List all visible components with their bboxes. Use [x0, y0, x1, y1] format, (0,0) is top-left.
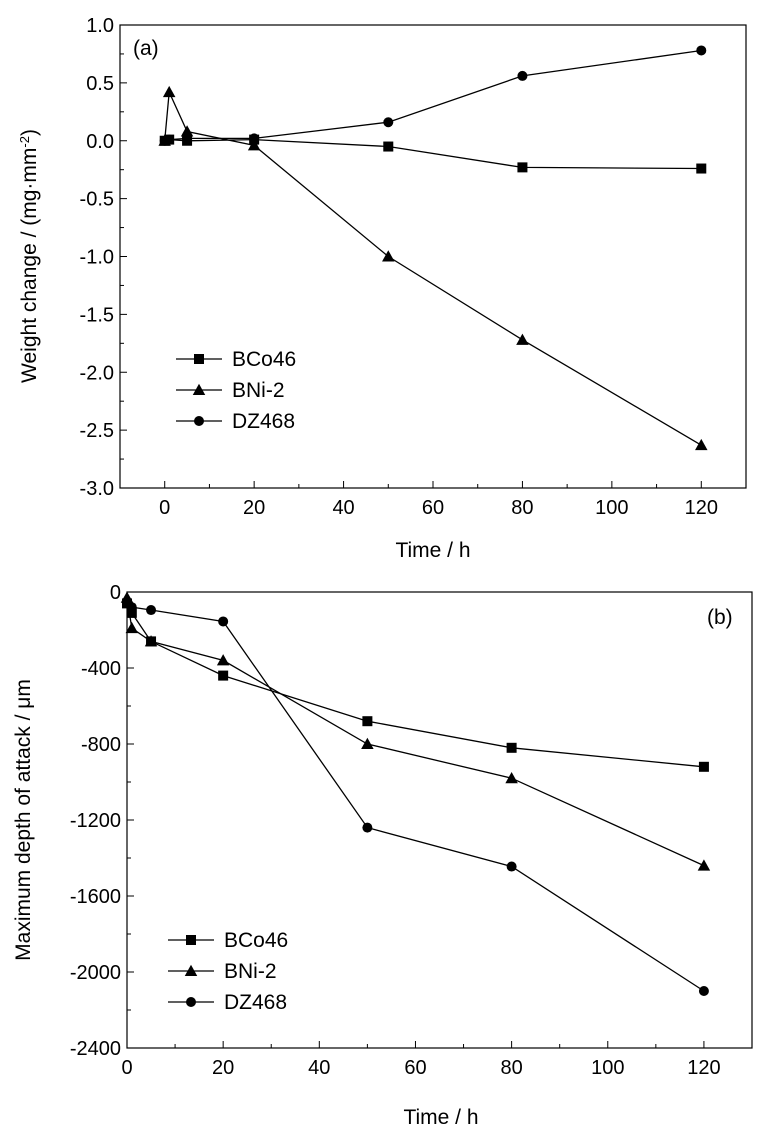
data-point-a-dz468-3 [249, 133, 260, 144]
data-point-a-bni-2-6 [695, 438, 708, 451]
y-tick-label-b-3: -1200 [70, 810, 121, 832]
x-tick-label-b-5: 100 [591, 1057, 624, 1079]
legend-label-b-bni-2: BNi-2 [224, 960, 277, 983]
y-tick-label-b-4: -1600 [70, 886, 121, 908]
chart-b: 0 20 40 60 80 100 120 0 -400 -800 -1200 -1600 -2000 -… [12, 582, 753, 1129]
data-point-a-bco46-6 [696, 163, 707, 174]
y-tick-label-b-6: -2400 [70, 1038, 121, 1060]
legend-b: BCo46 BNi-2 DZ468 [168, 929, 288, 1014]
data-point-a-dz468-2 [182, 133, 193, 144]
y-tick-label-b-5: -2000 [70, 962, 121, 984]
x-tick-label-b-2: 40 [308, 1057, 330, 1079]
series-line-b-bco46 [126, 603, 704, 768]
y-tick-label-a-3: -0.5 [80, 189, 114, 211]
legend-label-b-dz468: DZ468 [224, 991, 287, 1014]
legend-label-b-bco46: BCo46 [224, 929, 288, 952]
legend-marker-a-bco46 [194, 354, 204, 364]
series-line-b-dz468 [126, 601, 705, 992]
data-point-b-dz468-6 [698, 986, 709, 996]
y-tick-label-a-5: -1.5 [80, 304, 114, 326]
y-tick-label-a-0: 1.0 [86, 15, 114, 37]
series-markers-b [120, 591, 711, 996]
data-point-b-dz468-1 [126, 602, 137, 613]
data-point-b-bco46-6 [698, 761, 709, 772]
data-point-b-bni-2-5 [505, 771, 518, 784]
data-point-a-dz468-4 [383, 117, 394, 128]
data-point-a-bni-2-2 [180, 125, 194, 137]
x-tick-label-b-6: 120 [687, 1057, 720, 1079]
data-point-a-bco46-5 [517, 162, 528, 173]
series-lines-b [126, 597, 705, 992]
legend-label-a-dz468: DZ468 [232, 410, 295, 433]
data-point-b-bni-2-3 [216, 654, 230, 666]
x-tick-label-a-6: 120 [685, 497, 718, 519]
data-point-b-dz468-2 [146, 605, 157, 616]
y-axis-title-a-main: Weight change / (mg·mm [18, 148, 41, 383]
x-tick-label-a-2: 40 [332, 497, 354, 519]
data-point-b-bni-2-4 [361, 737, 374, 749]
data-point-a-bni-2-1 [162, 85, 176, 98]
y-tick-label-a-6: -2.0 [80, 362, 114, 384]
data-point-b-bni-2-6 [697, 859, 711, 871]
legend-marker-a-dz468 [194, 416, 204, 426]
data-point-b-dz468-3 [218, 616, 229, 627]
legend-marker-b-dz468 [186, 997, 196, 1007]
series-markers-a [158, 45, 708, 451]
data-point-a-bni-2-4 [382, 250, 395, 262]
series-line-a-dz468 [164, 49, 702, 142]
data-point-a-dz468-5 [517, 70, 528, 81]
legend-a: BCo46 BNi-2 DZ468 [176, 348, 296, 433]
x-tick-label-a-4: 80 [511, 497, 533, 519]
data-point-b-dz468-4 [362, 822, 373, 833]
y-tick-label-b-1: -400 [81, 658, 121, 680]
legend-marker-b-bco46 [186, 935, 196, 945]
y-axis-title-a-sup: -2 [17, 136, 32, 148]
data-point-b-bni-2-2 [144, 635, 158, 647]
legend-marker-b-bni-2 [184, 964, 198, 976]
y-axis-title-a: Weight change / (mg·mm-2) [17, 129, 42, 383]
data-point-a-bco46-4 [383, 141, 394, 152]
y-axis-title-a-end: ) [18, 129, 41, 136]
x-tick-label-a-5: 100 [595, 497, 628, 519]
x-tick-label-b-0: 0 [121, 1057, 132, 1079]
data-point-b-bni-2-1 [125, 621, 139, 634]
x-axis-title-b: Time / h [403, 1106, 478, 1129]
y-tick-label-b-0: 0 [110, 582, 121, 604]
y-tick-label-a-1: 0.5 [86, 73, 114, 95]
y-axis-title-b: Maximum depth of attack / μm [12, 679, 35, 961]
data-point-b-dz468-5 [506, 861, 517, 872]
axis-ticks-a: 0 20 40 60 80 100 120 1.0 0.5 0.0 -0.5 -1.0 -1.5 -2.0… [80, 15, 718, 519]
x-tick-label-b-4: 80 [500, 1057, 522, 1079]
data-point-a-bni-2-5 [516, 333, 529, 345]
panel-label-a: (a) [133, 37, 159, 60]
y-tick-label-a-7: -2.5 [80, 420, 114, 442]
legend-marker-a-bni-2 [192, 383, 206, 395]
data-point-b-bco46-3 [218, 670, 229, 681]
x-tick-label-b-1: 20 [212, 1057, 234, 1079]
data-point-a-dz468-1 [164, 134, 175, 145]
y-tick-label-a-4: -1.0 [80, 247, 114, 269]
y-tick-label-a-8: -3.0 [80, 478, 114, 500]
plot-frame-a [119, 24, 747, 489]
panel-label-b: (b) [707, 606, 733, 629]
x-tick-label-a-0: 0 [159, 497, 170, 519]
y-tick-label-a-2: 0.0 [86, 131, 114, 153]
x-tick-label-b-3: 60 [404, 1057, 426, 1079]
x-axis-title-a: Time / h [395, 539, 470, 562]
data-point-a-dz468-6 [696, 45, 707, 56]
data-point-b-bco46-1 [126, 607, 137, 618]
data-point-a-bni-2-3 [247, 139, 261, 151]
legend-label-a-bco46: BCo46 [232, 348, 296, 371]
y-tick-label-b-2: -800 [81, 734, 121, 756]
data-point-b-bco46-4 [362, 716, 373, 727]
data-point-b-bco46-5 [506, 742, 517, 753]
x-tick-label-a-1: 20 [243, 497, 265, 519]
axis-ticks-b: 0 20 40 60 80 100 120 0 -400 -800 -1200 -1600 -2000 -… [70, 582, 721, 1079]
legend-label-a-bni-2: BNi-2 [232, 379, 285, 402]
x-tick-label-a-3: 60 [422, 497, 444, 519]
series-line-b-bni-2 [126, 597, 705, 867]
chart-a: 0 20 40 60 80 100 120 1.0 0.5 0.0 -0.5 -1.0 -1.5 -2.0… [17, 15, 747, 562]
